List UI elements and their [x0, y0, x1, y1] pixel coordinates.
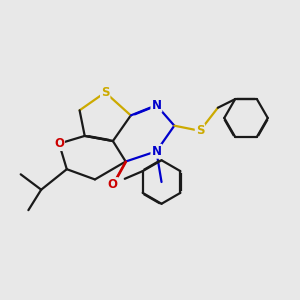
Text: N: N: [152, 99, 161, 112]
Text: N: N: [152, 145, 161, 158]
Text: O: O: [108, 178, 118, 191]
Text: S: S: [101, 86, 110, 99]
Text: O: O: [54, 137, 64, 150]
Text: S: S: [196, 124, 204, 137]
